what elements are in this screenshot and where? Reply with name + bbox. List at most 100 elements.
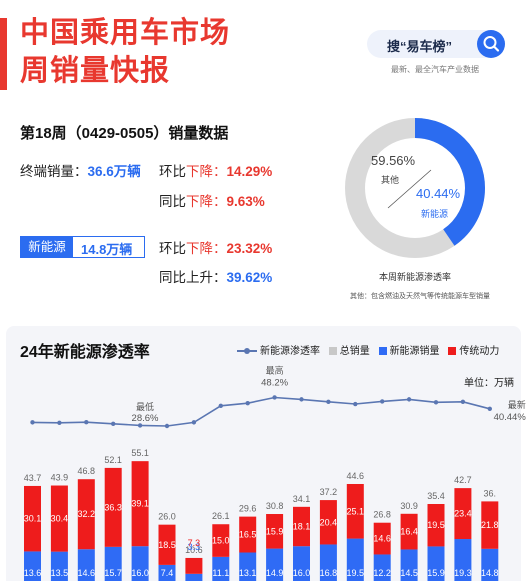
- nev-label: 13.1: [239, 568, 257, 578]
- penetration-point: [487, 406, 492, 411]
- bar-nev: [454, 539, 472, 581]
- title-accent-bar: [0, 18, 7, 90]
- bar-nev: [481, 548, 499, 581]
- bar-ice: [24, 485, 41, 552]
- total-label: 42.7: [454, 475, 472, 485]
- penetration-point: [164, 423, 170, 429]
- donut-other-pct: 59.56%: [371, 153, 416, 168]
- penetration-point: [218, 403, 223, 408]
- total-label: 52.1: [104, 455, 122, 465]
- bar-ice: [239, 516, 257, 553]
- penetration-point: [326, 399, 331, 405]
- penetration-point: [57, 420, 62, 425]
- week-title: 第18周（0429-0505）销量数据: [20, 125, 229, 142]
- bar-nev: [77, 549, 95, 581]
- nev-label: 14.8: [481, 568, 499, 578]
- bar-ice: [50, 485, 68, 552]
- terminal-yoy-prefix: 同比: [159, 194, 186, 209]
- ice-label: 25.1: [347, 506, 365, 516]
- ice-label: 32.2: [78, 509, 96, 519]
- nev-tag: 新能源: [21, 237, 73, 257]
- legend-label-nev: 新能源销量: [389, 346, 440, 357]
- ice-label: 7.3: [188, 538, 201, 548]
- nev-mom-dir: 下降：: [186, 241, 227, 256]
- total-label: 36.: [484, 488, 497, 498]
- line-low-label: 最低: [136, 401, 154, 412]
- penetration-line: [32, 396, 491, 427]
- nev-label: 19.5: [347, 568, 365, 578]
- search-text: 搜“易车榜”: [387, 39, 453, 54]
- legend-line-icon: [237, 347, 257, 355]
- ice-label: 16.5: [239, 530, 257, 540]
- bar-ice: [346, 483, 364, 539]
- bar-nev: [266, 548, 284, 581]
- penetration-point: [137, 423, 143, 428]
- bar-ice: [400, 513, 418, 550]
- search-button[interactable]: [477, 30, 505, 58]
- bar-nev: [104, 546, 122, 581]
- nev-label: 15.7: [104, 568, 122, 578]
- nev-label: 7.4: [161, 568, 174, 578]
- bar-nev: [239, 552, 257, 581]
- bar-ice: [104, 467, 122, 547]
- nev-label: 15.9: [427, 568, 445, 578]
- search-icon: [483, 36, 500, 52]
- bar-ice: [185, 557, 203, 574]
- bar-nev: [319, 544, 337, 581]
- ice-label: 14.6: [373, 534, 391, 544]
- total-label: 26.1: [212, 511, 230, 521]
- legend-label-penetration: 新能源渗透率: [260, 346, 320, 357]
- nev-label: 14.6: [78, 568, 96, 578]
- penetration-point: [84, 420, 89, 425]
- penetration-point: [460, 399, 466, 405]
- penetration-point: [433, 400, 439, 405]
- chart-title: 24年新能源渗透率: [20, 344, 150, 361]
- bar-ice: [319, 500, 337, 545]
- bar-ice: [454, 488, 472, 540]
- total-label: 26.8: [373, 510, 391, 520]
- bar-nev: [131, 546, 149, 581]
- ice-label: 15.0: [212, 536, 230, 546]
- ice-label: 36.3: [104, 502, 122, 512]
- terminal-label: 终端销量：: [20, 164, 88, 179]
- ice-label: 18.5: [158, 540, 176, 550]
- ice-label: 18.1: [293, 522, 311, 532]
- nev-value: 14.8万辆: [81, 242, 133, 257]
- line-low-value: 28.6%: [132, 413, 159, 424]
- bar-nev: [373, 554, 391, 581]
- nev-label: 14.5: [400, 568, 418, 578]
- donut-caption: 本周新能源渗透率: [378, 272, 451, 282]
- donut-slice-nev: [345, 118, 485, 258]
- nev-sales-box: 新能源 14.8万辆: [20, 236, 145, 258]
- nev-yoy: 同比上升：39.62%: [159, 266, 272, 286]
- nev-label: 3.3: [188, 542, 201, 552]
- total-label: 55.1: [131, 448, 149, 458]
- total-label: 43.7: [24, 473, 42, 483]
- total-label: 35.4: [427, 491, 445, 501]
- penetration-point: [380, 399, 385, 404]
- nev-label: 19.3: [454, 568, 472, 578]
- legend-swatch-total: [328, 347, 337, 355]
- penetration-point: [272, 395, 277, 400]
- search-box[interactable]: 搜“易车榜”: [367, 30, 505, 58]
- legend-item-total: 总销量: [328, 342, 370, 357]
- ice-label: 15.9: [266, 526, 284, 536]
- terminal-mom-value: 14.29%: [226, 164, 273, 179]
- bar-nev: [24, 551, 41, 581]
- bar-ice: [212, 524, 230, 557]
- total-label: 30.8: [266, 501, 284, 511]
- nev-label: 13.5: [51, 568, 69, 578]
- donut-note: 其他：包含燃油及天然气等传统能源车型销量: [350, 293, 490, 300]
- legend-item-ice: 传统动力: [448, 342, 499, 357]
- terminal-yoy-value: 9.63%: [226, 194, 265, 209]
- chart-legend: 新能源渗透率 总销量 新能源销量 传统动力: [237, 342, 505, 357]
- penetration-point: [353, 401, 358, 407]
- bar-ice: [131, 461, 149, 547]
- donut-other-label: 其他: [381, 175, 400, 185]
- terminal-value: 36.6万辆: [87, 164, 141, 179]
- bar-nev: [293, 546, 310, 581]
- total-label: 10.6: [185, 545, 203, 555]
- bar-ice: [427, 504, 445, 547]
- penetration-point: [245, 400, 250, 406]
- penetration-donut: [345, 118, 485, 258]
